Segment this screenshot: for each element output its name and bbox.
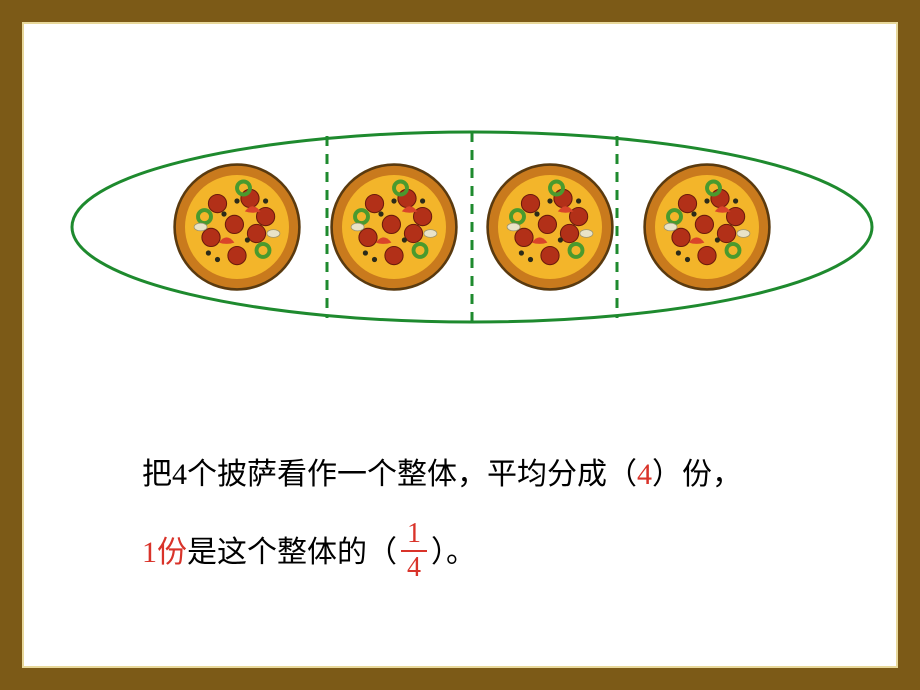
pizza-row [172, 157, 772, 297]
pizza-icon [329, 162, 459, 292]
answer-parts-count: 4 [637, 458, 652, 491]
fraction-answer: 1 4 [401, 520, 427, 582]
text-line-2: 1份是这个整体的（ 1 4 ）。 [142, 518, 842, 588]
slide-content: 把4个披萨看作一个整体，平均分成（4）份， 1份是这个整体的（ 1 4 ）。 [12, 12, 908, 678]
pizza-icon [172, 162, 302, 292]
line1-part-a: 把4个披萨看作一个整体，平均分成（ [142, 458, 637, 491]
pizza-diagram [62, 102, 882, 352]
one-part-label: 1份 [142, 520, 187, 586]
fraction-denominator: 4 [401, 552, 427, 582]
pizza-icon [642, 162, 772, 292]
text-line-1: 把4个披萨看作一个整体，平均分成（4）份， [142, 442, 842, 508]
line2-end: ）。 [431, 520, 476, 586]
line2-mid: 是这个整体的（ [187, 520, 397, 586]
pizza-icon [485, 162, 615, 292]
line1-part-b: ）份， [652, 458, 742, 491]
question-text: 把4个披萨看作一个整体，平均分成（4）份， 1份是这个整体的（ 1 4 ）。 [142, 442, 842, 588]
fraction-numerator: 1 [401, 520, 427, 552]
slide-frame: 把4个披萨看作一个整体，平均分成（4）份， 1份是这个整体的（ 1 4 ）。 [0, 0, 920, 690]
